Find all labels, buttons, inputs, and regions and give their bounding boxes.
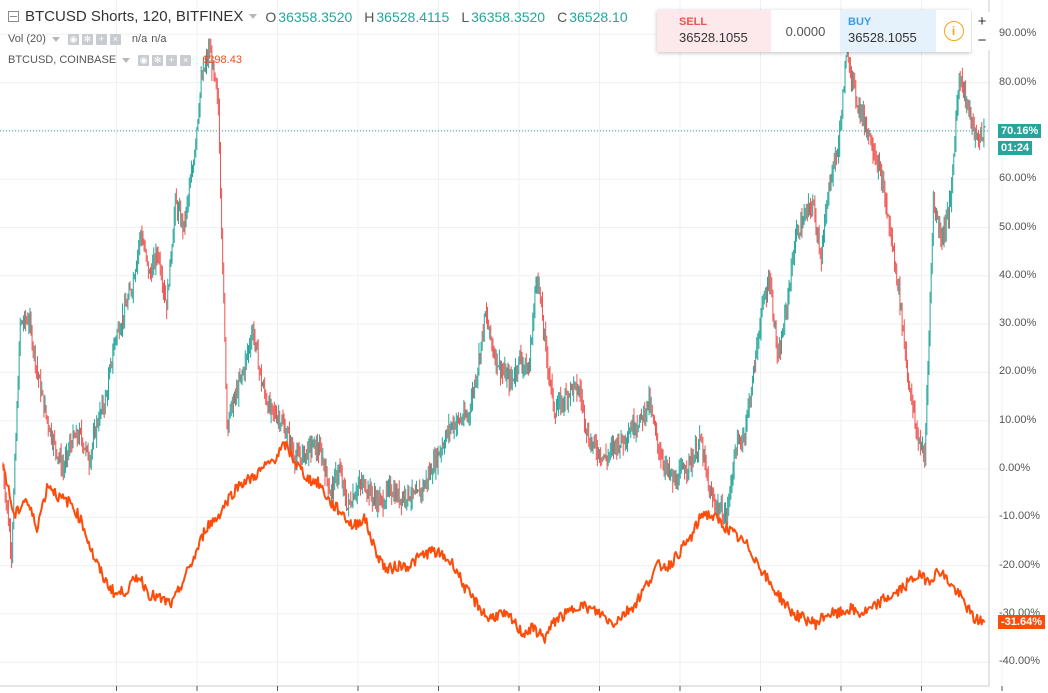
price-axis-tick-label: 30.00% (999, 317, 1037, 330)
eye-icon[interactable]: ◉ (138, 54, 150, 66)
price-axis-tick-label: -10.00% (999, 510, 1040, 523)
gear-icon[interactable]: ✻ (152, 54, 164, 66)
eye-icon[interactable]: ◉ (67, 33, 79, 45)
buy-price: 36528.1055 (848, 30, 917, 45)
ohlc-low-value: 36358.3520 (471, 8, 546, 25)
ohlc-close-key: C (557, 8, 568, 25)
close-icon[interactable]: × (180, 54, 192, 66)
compare-title[interactable]: BTCUSD, COINBASE (8, 54, 117, 66)
buy-label: BUY (848, 16, 872, 28)
main-legend: BTCUSD Shorts, 120, BITFINEX O 36358.352… (8, 8, 640, 25)
compare-line (2, 440, 986, 644)
price-axis-tick-label: -40.00% (999, 655, 1040, 668)
price-axis-tick-label: 80.00% (999, 75, 1037, 88)
more-icon[interactable]: + (95, 33, 107, 45)
sell-price: 36528.1055 (679, 30, 748, 45)
time-axis-ticks (116, 686, 1003, 691)
chevron-down-icon[interactable] (51, 36, 60, 42)
ohlc-high-value: 36528.4115 (376, 8, 450, 25)
volume-value-2: n/a (151, 33, 167, 45)
price-axis-tick-label: 90.00% (999, 27, 1037, 40)
volume-value-1: n/a (131, 33, 148, 45)
price-axis-tick-label: 60.00% (999, 172, 1037, 185)
compare-series (2, 440, 986, 644)
ohlc-open-key: O (265, 8, 277, 25)
zoom-in-button[interactable]: + (977, 13, 987, 30)
chart-grid (0, 0, 1003, 686)
info-icon[interactable]: i (943, 21, 964, 41)
main-series-title[interactable]: BTCUSD Shorts, 120, BITFINEX (25, 8, 244, 25)
zoom-controls: + − (972, 12, 992, 50)
compare-last-badge: -31.64% (998, 614, 1045, 629)
chevron-down-icon[interactable] (122, 57, 131, 63)
price-axis-tick-label: 40.00% (999, 268, 1037, 281)
trade-panel: SELL 36528.1055 0.0000 BUY 36528.1055 i (657, 10, 971, 52)
price-axis-tick-label: 0.00% (999, 462, 1031, 474)
price-axis-tick-label: 20.00% (999, 365, 1037, 378)
ohlc-high-key: H (364, 8, 375, 25)
collapse-legend-icon[interactable] (8, 11, 19, 22)
price-axis-tick-label: 50.00% (999, 220, 1037, 233)
compare-last-value: 6298.43 (202, 54, 242, 66)
bar-countdown-badge: 01:24 (998, 140, 1033, 155)
spread-value: 0.0000 (785, 23, 826, 39)
more-icon[interactable]: + (166, 54, 178, 66)
price-axis-tick-label: 10.00% (999, 413, 1037, 426)
volume-legend: Vol (20) ◉ ✻ + × n/a n/a (8, 33, 167, 45)
trade-info: i (936, 10, 971, 52)
volume-title[interactable]: Vol (20) (8, 33, 46, 45)
compare-legend: BTCUSD, COINBASE ◉ ✻ + × 6298.43 (8, 54, 242, 66)
ohlc-low-key: L (461, 8, 470, 25)
gear-icon[interactable]: ✻ (81, 33, 93, 45)
zoom-out-button[interactable]: − (977, 32, 987, 49)
price-axis-tick-label: -20.00% (999, 558, 1040, 571)
close-icon[interactable]: × (109, 33, 121, 45)
shorts-series (2, 34, 986, 569)
sell-button[interactable]: SELL 36528.1055 (657, 10, 771, 52)
ohlc-close-value: 36528.10 (569, 8, 628, 25)
buy-button[interactable]: BUY 36528.1055 (840, 10, 936, 52)
ohlc-open-value: 36358.3520 (278, 8, 353, 25)
chevron-down-icon[interactable] (249, 14, 258, 19)
shorts-last-badge: 70.16% (998, 123, 1042, 138)
sell-label: SELL (679, 16, 708, 28)
